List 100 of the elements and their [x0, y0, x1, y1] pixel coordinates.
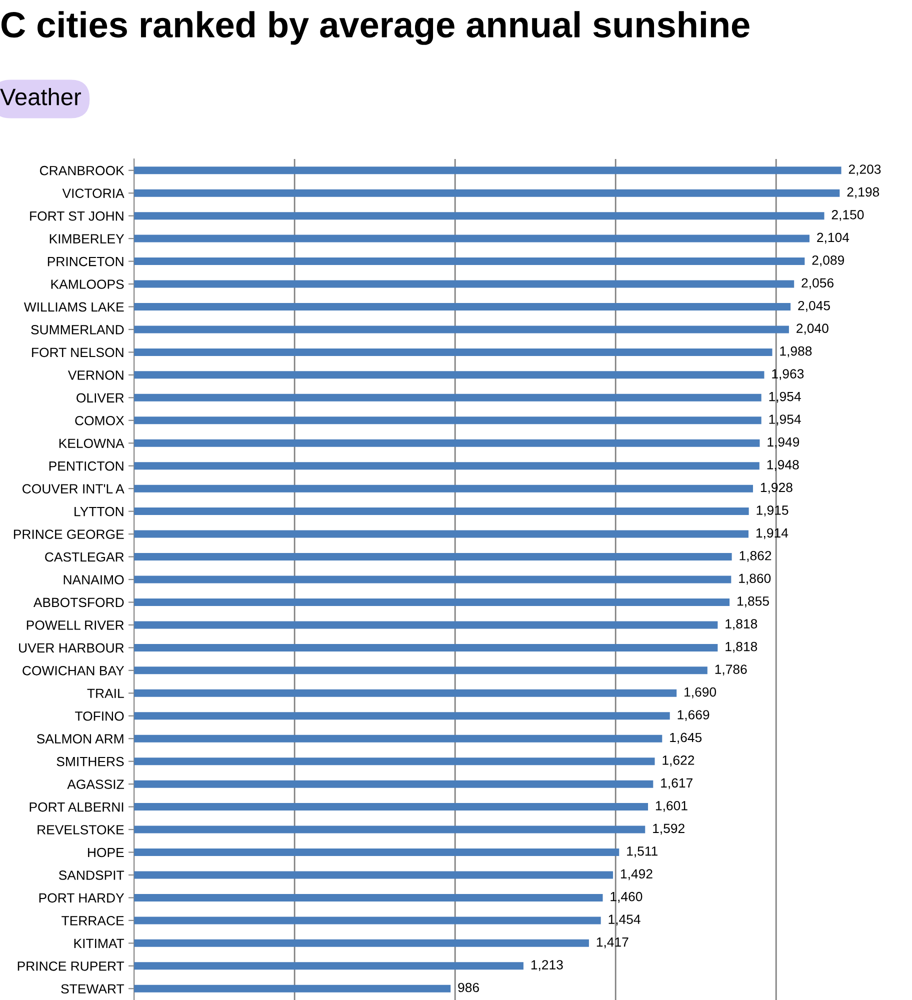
bar [134, 871, 614, 879]
data-label: 1,645 [670, 732, 702, 744]
y-tick-label: UVER HARBOUR [19, 643, 124, 653]
data-label: 1,511 [627, 846, 658, 858]
y-tick-label: NANAIMO [64, 575, 124, 584]
bar [134, 826, 646, 834]
y-tick-label: SMITHERS [56, 756, 124, 766]
y-tick-label: KIMBERLEY [50, 234, 124, 244]
y-tick-label: PRINCE GEORGE [14, 530, 124, 539]
data-label: 1,669 [678, 710, 710, 721]
bar [134, 394, 762, 402]
y-tick-label: STEWART [61, 984, 124, 994]
y-tick-label: PORT ALBERNI [30, 802, 124, 812]
data-label: 1,601 [656, 800, 688, 812]
y-tick-label: CASTLEGAR [45, 552, 124, 562]
data-label: 1,818 [726, 642, 758, 653]
data-label: 1,492 [620, 869, 652, 880]
bar [134, 712, 670, 720]
data-label: 1,818 [726, 619, 758, 630]
bar [134, 666, 708, 674]
y-tick-label: KELOWNA [59, 438, 124, 448]
y-tick-label: PENTICTON [49, 461, 124, 471]
bar [134, 644, 718, 652]
y-tick-label: FORT ST JOHN [30, 211, 124, 221]
data-label: 1,855 [738, 596, 769, 608]
bar [134, 848, 620, 856]
bar [134, 484, 753, 492]
bar [134, 212, 824, 220]
y-tick-label: HOPE [88, 848, 124, 858]
data-label: 2,040 [796, 324, 828, 335]
y-tick-label: VICTORIA [62, 188, 124, 198]
data-label: 1,954 [769, 414, 801, 426]
data-label: 1,949 [768, 437, 800, 448]
y-tick-label: LYTTON [74, 506, 124, 516]
data-label: 1,954 [769, 392, 801, 403]
y-tick-label: COUVER INT'L A [22, 484, 124, 494]
y-tick-label: REVELSTOKE [38, 825, 124, 834]
bar [134, 439, 760, 447]
y-tick-label: SUMMERLAND [31, 325, 124, 334]
bar [134, 348, 772, 356]
bar [134, 598, 730, 606]
y-tick-label: POWELL RIVER [26, 620, 124, 630]
data-label: 1,928 [760, 482, 792, 494]
bar [134, 758, 655, 766]
y-tick-label: TOFINO [75, 711, 124, 721]
y-tick-label: COWICHAN BAY [22, 666, 124, 676]
data-label: 1,862 [740, 550, 772, 562]
y-tick-label: PRINCE RUPERT [18, 961, 124, 971]
data-label: 2,104 [817, 232, 850, 244]
data-label: 1,963 [772, 369, 804, 380]
data-label: 2,045 [798, 300, 830, 312]
data-label: 1,592 [653, 824, 684, 835]
bar [134, 780, 654, 788]
data-label: 1,454 [608, 914, 640, 926]
bar [134, 462, 760, 470]
bar [134, 166, 842, 174]
data-label: 2,203 [848, 164, 881, 176]
y-tick-label: ABBOTSFORD [33, 598, 124, 608]
y-tick-label: SANDSPIT [58, 870, 124, 880]
bar [134, 689, 677, 697]
data-label: 2,089 [812, 255, 844, 266]
bar [134, 302, 791, 310]
bar [134, 894, 603, 902]
bar [134, 189, 840, 197]
y-tick-label: TRAIL [87, 688, 124, 698]
bar [134, 280, 794, 288]
bar [134, 326, 789, 334]
data-label: 1,915 [756, 506, 788, 516]
y-tick-label: AGASSIZ [67, 780, 124, 789]
data-label: 1,460 [610, 892, 642, 903]
bar [134, 371, 764, 379]
bar [134, 939, 589, 947]
bar [134, 553, 732, 561]
data-label: 1,417 [596, 938, 628, 948]
bar [134, 258, 805, 266]
y-tick-label: CRANBROOK [40, 166, 124, 176]
data-label: 1,914 [756, 528, 788, 540]
data-label: 1,622 [662, 756, 694, 766]
data-label: 1,690 [684, 687, 716, 698]
bar [134, 803, 648, 811]
bar [134, 984, 451, 992]
data-label: 1,860 [739, 574, 771, 585]
y-tick-label: VERNON [68, 370, 124, 380]
bar [134, 576, 732, 584]
y-tick-label: OLIVER [76, 393, 124, 403]
y-tick-label: KITIMAT [74, 938, 124, 948]
bar [134, 416, 762, 424]
chart-subtitle: Veather [0, 88, 82, 106]
y-tick-label: COMOX [75, 416, 124, 426]
y-tick-label: SALMON ARM [36, 734, 124, 744]
chart-title: C cities ranked by average annual sunshine [1, 11, 750, 45]
bar [134, 234, 810, 242]
data-label: 1,617 [661, 778, 692, 790]
y-tick-label: KAMLOOPS [51, 280, 124, 289]
bar [134, 734, 662, 742]
bar [134, 916, 601, 924]
data-label: 1,988 [780, 346, 812, 358]
y-tick-label: WILLIAMS LAKE [24, 302, 124, 312]
y-tick-label: PRINCETON [48, 256, 124, 266]
data-label: 2,198 [847, 187, 880, 198]
